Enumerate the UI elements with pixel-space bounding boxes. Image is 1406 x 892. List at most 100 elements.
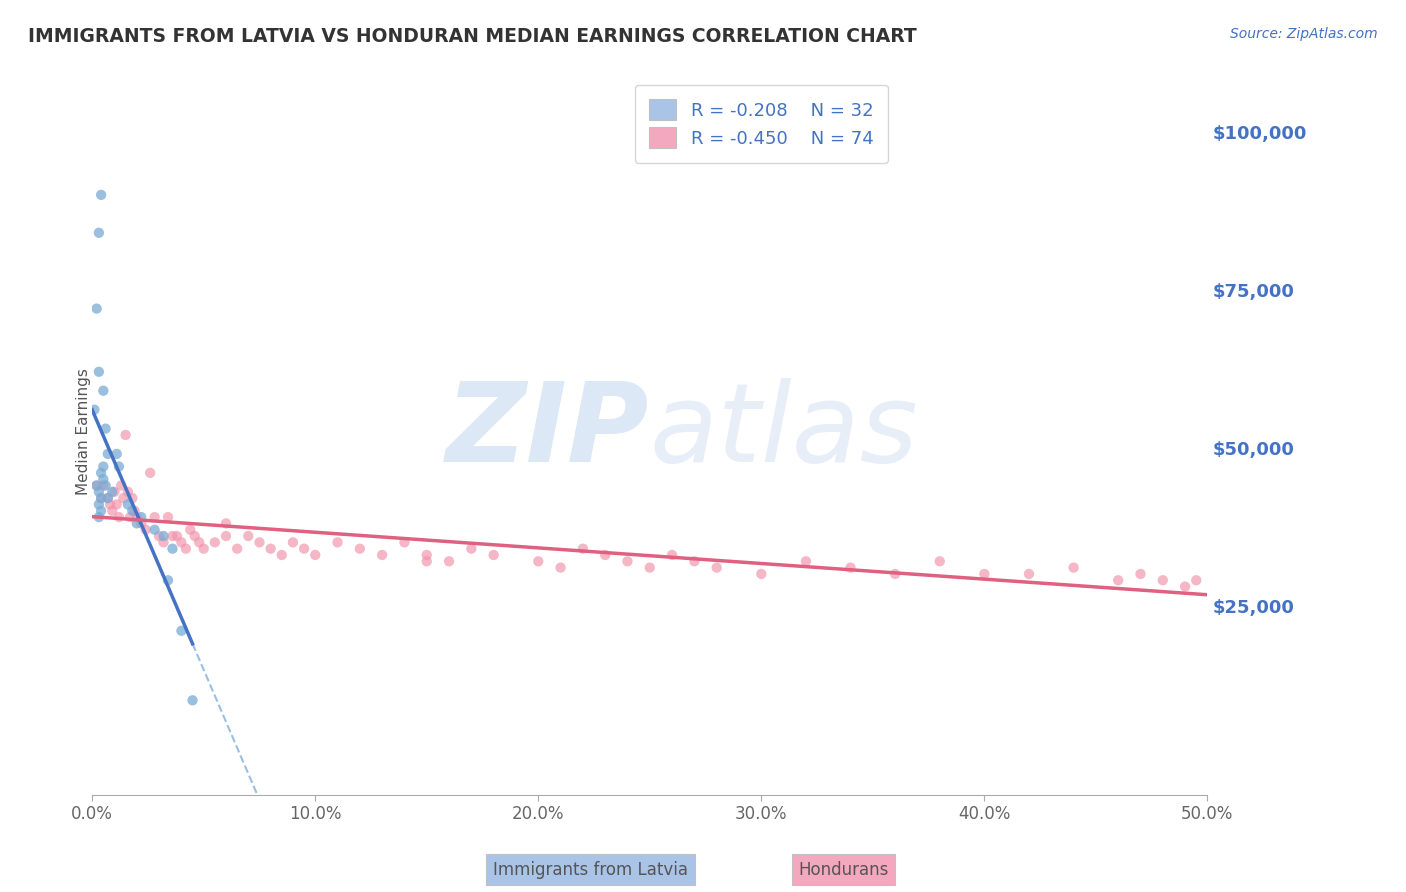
Point [259,541,281,556]
Point [593,548,616,562]
Point [839,560,862,574]
Point [143,523,166,537]
Point [94,422,117,436]
Point [572,541,595,556]
Point [91,472,114,486]
Point [170,535,193,549]
Point [83,402,105,417]
Point [204,535,226,549]
Text: IMMIGRANTS FROM LATVIA VS HONDURAN MEDIAN EARNINGS CORRELATION CHART: IMMIGRANTS FROM LATVIA VS HONDURAN MEDIA… [28,27,917,45]
Point [616,554,638,568]
Point [117,498,139,512]
Point [94,478,117,492]
Point [97,491,120,505]
Point [326,535,349,549]
Point [349,541,371,556]
Point [1152,574,1174,588]
Point [143,510,166,524]
Point [973,566,995,581]
Point [135,523,157,537]
Point [120,510,142,524]
Point [87,226,110,240]
Point [162,529,184,543]
Point [394,535,416,549]
Point [371,548,394,562]
Text: Source: ZipAtlas.com: Source: ZipAtlas.com [1230,27,1378,41]
Point [1018,566,1040,581]
Text: ZIP: ZIP [446,378,650,485]
Point [884,566,907,581]
Point [121,491,143,505]
Point [794,554,817,568]
Point [98,498,121,512]
Legend: R = -0.208    N = 32, R = -0.450    N = 74: R = -0.208 N = 32, R = -0.450 N = 74 [634,85,889,162]
Point [97,491,120,505]
Point [184,529,207,543]
Point [928,554,950,568]
Point [148,529,170,543]
Point [91,384,114,398]
Point [112,491,135,505]
Point [125,516,148,531]
Point [304,548,326,562]
Point [550,560,572,574]
Point [105,498,128,512]
Point [292,541,315,556]
Point [1107,574,1129,588]
Point [661,548,683,562]
Point [125,510,148,524]
Point [683,554,706,568]
Point [86,478,108,492]
Y-axis label: Median Earnings: Median Earnings [76,368,91,495]
Point [108,459,131,474]
Point [174,541,197,556]
Point [90,466,112,480]
Point [90,491,112,505]
Point [90,491,112,505]
Point [1063,560,1085,574]
Point [281,535,304,549]
Text: atlas: atlas [650,378,918,485]
Point [124,504,146,518]
Point [105,447,128,461]
Point [152,529,174,543]
Point [152,535,174,549]
Point [416,548,439,562]
Point [87,510,110,524]
Point [87,498,110,512]
Point [482,548,505,562]
Point [238,529,260,543]
Point [181,693,204,707]
Point [129,510,152,524]
Point [1185,574,1208,588]
Point [110,478,132,492]
Point [249,535,271,549]
Point [108,510,131,524]
Point [527,554,550,568]
Point [706,560,728,574]
Point [91,478,114,492]
Point [86,301,108,316]
Point [87,484,110,499]
Point [1129,566,1152,581]
Point [416,554,439,568]
Text: Hondurans: Hondurans [799,861,889,879]
Point [101,484,124,499]
Point [215,516,238,531]
Point [437,554,460,568]
Point [270,548,292,562]
Point [179,523,201,537]
Point [101,504,124,518]
Point [166,529,188,543]
Point [121,504,143,518]
Point [129,516,152,531]
Point [1174,580,1197,594]
Point [91,459,114,474]
Text: Immigrants from Latvia: Immigrants from Latvia [494,861,688,879]
Point [170,624,193,638]
Point [90,504,112,518]
Point [90,187,112,202]
Point [749,566,772,581]
Point [215,529,238,543]
Point [156,574,179,588]
